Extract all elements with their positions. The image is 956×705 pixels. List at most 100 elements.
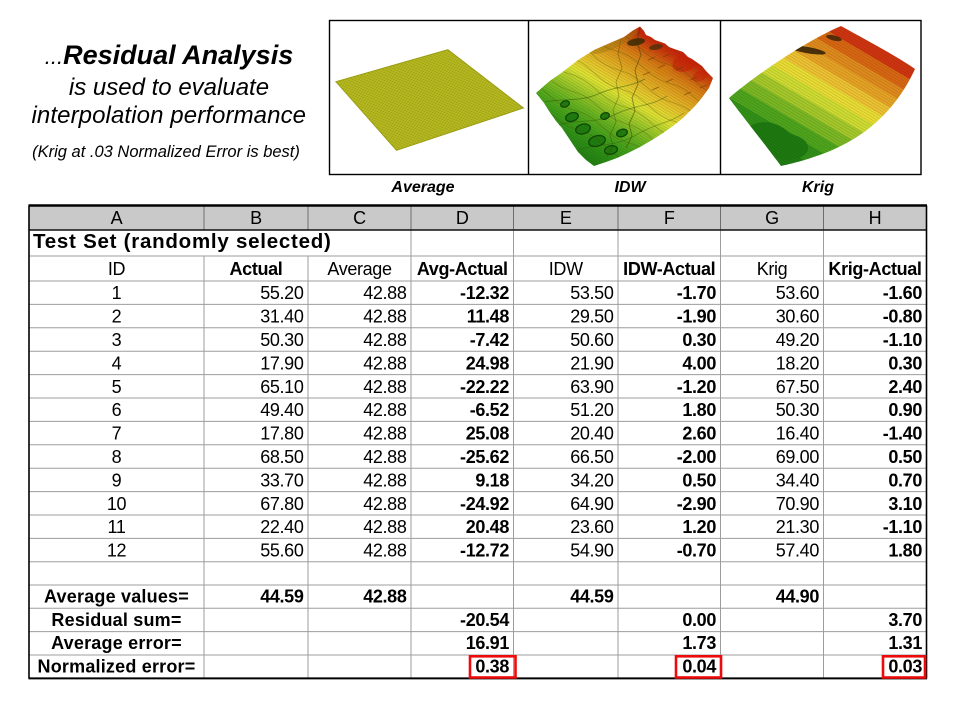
svg-text:54.90: 54.90 bbox=[570, 541, 614, 561]
svg-text:67.80: 67.80 bbox=[260, 494, 304, 514]
svg-text:17.80: 17.80 bbox=[260, 424, 304, 444]
svg-text:3.70: 3.70 bbox=[888, 610, 922, 630]
svg-text:-1.10: -1.10 bbox=[883, 517, 923, 537]
svg-text:34.20: 34.20 bbox=[570, 470, 614, 490]
svg-text:42.88: 42.88 bbox=[363, 330, 407, 350]
svg-text:-2.90: -2.90 bbox=[677, 494, 717, 514]
svg-text:25.08: 25.08 bbox=[466, 424, 510, 444]
svg-text:42.88: 42.88 bbox=[363, 494, 407, 514]
svg-text:Krig: Krig bbox=[757, 259, 788, 279]
svg-text:44.59: 44.59 bbox=[260, 587, 304, 607]
svg-text:17.90: 17.90 bbox=[260, 353, 304, 373]
svg-text:55.20: 55.20 bbox=[260, 283, 304, 303]
svg-text:64.90: 64.90 bbox=[570, 494, 614, 514]
svg-text:(Krig at .03 Normalized Error: (Krig at .03 Normalized Error is best) bbox=[32, 143, 300, 161]
svg-text:-1.10: -1.10 bbox=[883, 330, 923, 350]
svg-text:33.70: 33.70 bbox=[260, 470, 304, 490]
svg-text:1.73: 1.73 bbox=[682, 633, 716, 653]
svg-text:44.59: 44.59 bbox=[570, 587, 614, 607]
svg-text:Actual: Actual bbox=[230, 259, 283, 279]
svg-text:53.60: 53.60 bbox=[776, 283, 820, 303]
svg-text:20.48: 20.48 bbox=[466, 517, 510, 537]
svg-text:-7.42: -7.42 bbox=[470, 330, 510, 350]
svg-text:8: 8 bbox=[112, 447, 122, 467]
svg-text:50.30: 50.30 bbox=[260, 330, 304, 350]
svg-text:0.38: 0.38 bbox=[475, 657, 509, 677]
svg-text:42.88: 42.88 bbox=[363, 587, 407, 607]
svg-text:20.40: 20.40 bbox=[570, 424, 614, 444]
svg-text:-24.92: -24.92 bbox=[460, 494, 509, 514]
svg-text:B: B bbox=[250, 208, 262, 228]
svg-text:Krig: Krig bbox=[802, 179, 834, 196]
svg-text:23.60: 23.60 bbox=[570, 517, 614, 537]
svg-text:1.31: 1.31 bbox=[888, 633, 922, 653]
svg-text:3: 3 bbox=[112, 330, 122, 350]
svg-text:-0.80: -0.80 bbox=[883, 307, 923, 327]
svg-text:1.20: 1.20 bbox=[682, 517, 716, 537]
svg-text:1.80: 1.80 bbox=[888, 541, 922, 561]
svg-text:0.30: 0.30 bbox=[888, 353, 922, 373]
svg-text:-1.60: -1.60 bbox=[883, 283, 923, 303]
svg-text:42.88: 42.88 bbox=[363, 400, 407, 420]
svg-text:42.88: 42.88 bbox=[363, 377, 407, 397]
svg-text:Average: Average bbox=[327, 259, 392, 279]
svg-text:0.50: 0.50 bbox=[888, 447, 922, 467]
svg-text:44.90: 44.90 bbox=[776, 587, 820, 607]
svg-text:4: 4 bbox=[112, 353, 122, 373]
svg-text:Avg-Actual: Avg-Actual bbox=[417, 259, 508, 279]
svg-text:C: C bbox=[353, 208, 366, 228]
svg-text:50.60: 50.60 bbox=[570, 330, 614, 350]
svg-text:42.88: 42.88 bbox=[363, 517, 407, 537]
svg-text:11: 11 bbox=[108, 517, 126, 537]
svg-text:G: G bbox=[765, 208, 779, 228]
svg-text:11.48: 11.48 bbox=[467, 307, 510, 327]
svg-text:57.40: 57.40 bbox=[776, 541, 820, 561]
svg-text:IDW: IDW bbox=[614, 179, 647, 196]
svg-text:A: A bbox=[111, 208, 123, 228]
svg-text:0.50: 0.50 bbox=[682, 470, 716, 490]
svg-text:Krig-Actual: Krig-Actual bbox=[828, 259, 921, 279]
svg-text:1: 1 bbox=[112, 283, 122, 303]
svg-text:42.88: 42.88 bbox=[363, 447, 407, 467]
svg-text:65.10: 65.10 bbox=[260, 377, 304, 397]
svg-text:Normalized error=: Normalized error= bbox=[38, 657, 196, 677]
svg-text:Average error=: Average error= bbox=[51, 633, 182, 653]
svg-text:Residual sum=: Residual sum= bbox=[51, 610, 181, 630]
svg-text:21.30: 21.30 bbox=[776, 517, 820, 537]
svg-text:-2.00: -2.00 bbox=[677, 447, 717, 467]
svg-text:69.00: 69.00 bbox=[776, 447, 820, 467]
svg-text:0.70: 0.70 bbox=[888, 470, 922, 490]
svg-text:E: E bbox=[560, 208, 572, 228]
svg-text:F: F bbox=[664, 208, 675, 228]
svg-text:67.50: 67.50 bbox=[776, 377, 820, 397]
svg-text:63.90: 63.90 bbox=[570, 377, 614, 397]
svg-text:ID: ID bbox=[108, 259, 126, 279]
svg-text:D: D bbox=[456, 208, 469, 228]
svg-text:0.04: 0.04 bbox=[682, 657, 716, 677]
svg-text:1.80: 1.80 bbox=[682, 400, 716, 420]
svg-text:-1.20: -1.20 bbox=[677, 377, 717, 397]
svg-text:Average values=: Average values= bbox=[44, 587, 189, 607]
svg-text:-1.40: -1.40 bbox=[883, 424, 923, 444]
svg-text:42.88: 42.88 bbox=[363, 283, 407, 303]
svg-text:-20.54: -20.54 bbox=[460, 610, 509, 630]
svg-text:-0.70: -0.70 bbox=[677, 541, 717, 561]
svg-text:Average: Average bbox=[390, 179, 454, 196]
svg-text:16.91: 16.91 bbox=[466, 633, 510, 653]
svg-text:-6.52: -6.52 bbox=[470, 400, 510, 420]
svg-text:7: 7 bbox=[112, 424, 122, 444]
svg-text:68.50: 68.50 bbox=[260, 447, 304, 467]
svg-text:49.20: 49.20 bbox=[776, 330, 820, 350]
svg-text:42.88: 42.88 bbox=[363, 424, 407, 444]
svg-text:10: 10 bbox=[107, 494, 127, 514]
svg-text:29.50: 29.50 bbox=[570, 307, 614, 327]
svg-text:53.50: 53.50 bbox=[570, 283, 614, 303]
svg-text:H: H bbox=[869, 208, 882, 228]
svg-text:42.88: 42.88 bbox=[363, 470, 407, 490]
svg-text:2.40: 2.40 bbox=[888, 377, 922, 397]
svg-text:0.30: 0.30 bbox=[682, 330, 716, 350]
svg-text:Test Set (randomly selected): Test Set (randomly selected) bbox=[33, 230, 332, 253]
svg-text:49.40: 49.40 bbox=[260, 400, 304, 420]
svg-text:-22.22: -22.22 bbox=[460, 377, 509, 397]
svg-text:-12.72: -12.72 bbox=[460, 541, 509, 561]
